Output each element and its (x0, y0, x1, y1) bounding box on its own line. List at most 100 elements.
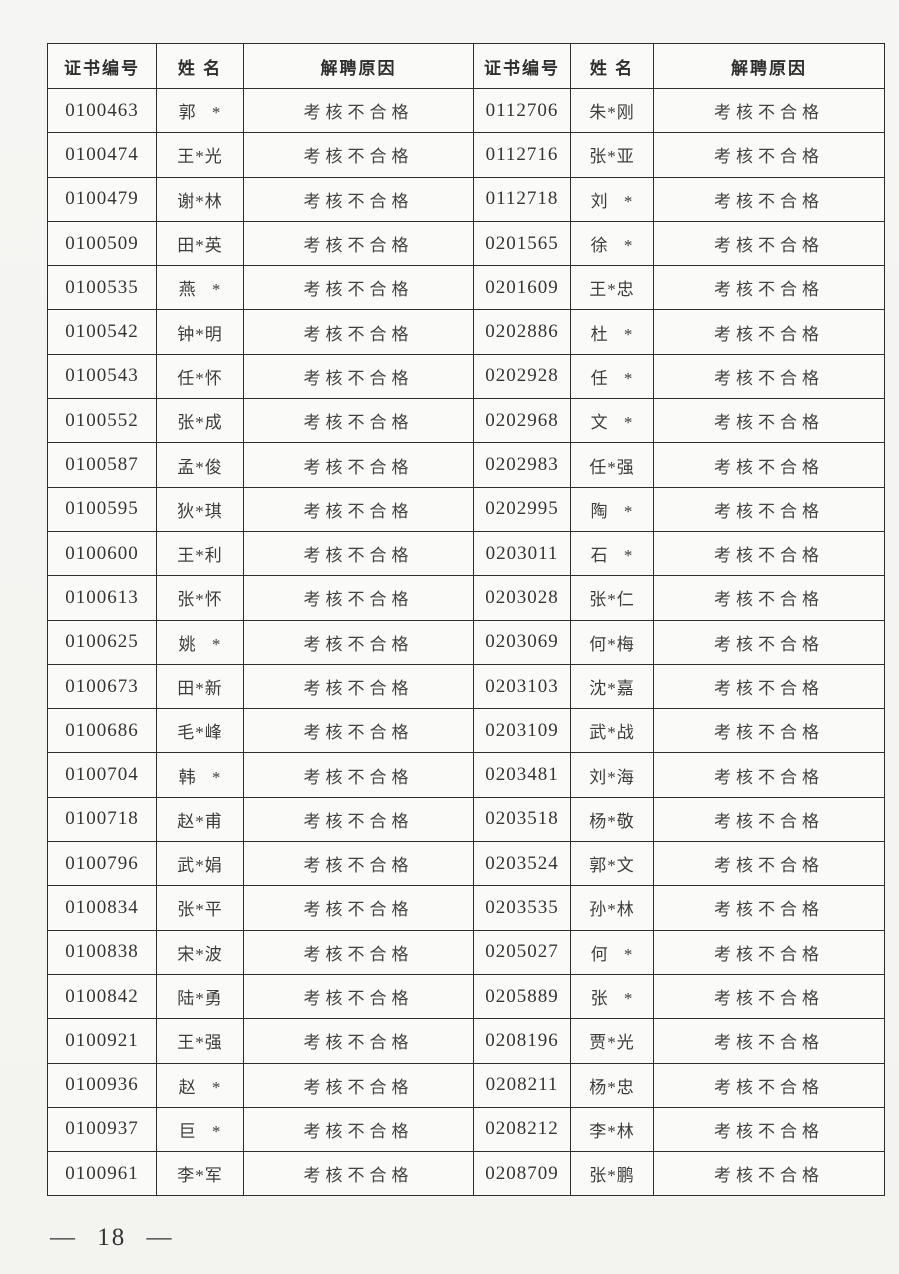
name-cell: 王*光 (156, 132, 244, 178)
name-cell: 贾*光 (570, 1018, 654, 1064)
reason-cell: 考核不合格 (653, 353, 885, 400)
table-header: 证书编号姓 名解聘原因 证书编号姓 名解聘原因 (47, 43, 885, 89)
reason-cell: 考核不合格 (243, 353, 474, 400)
name-cell: 毛*峰 (156, 708, 244, 754)
table-row: 0100587 孟*俊 考核不合格 0202983 任*强 考核不合格 (47, 442, 885, 488)
name-cell: 赵*甫 (156, 796, 244, 843)
cert-no-cell: 0208709 (473, 1151, 571, 1197)
name-cell: 武*娟 (156, 841, 244, 887)
cert-no-cell: 0100961 (47, 1151, 157, 1197)
reason-cell: 考核不合格 (653, 265, 885, 311)
table-row: 0100535 燕 * 考核不合格 0201609 王*忠 考核不合格 (47, 265, 885, 311)
cert-no-cell: 0205889 (473, 973, 571, 1020)
name-cell: 张*亚 (570, 132, 654, 178)
reason-cell: 考核不合格 (653, 176, 885, 222)
name-cell: 何*梅 (570, 619, 654, 665)
cert-no-cell: 0100474 (47, 132, 157, 178)
reason-cell: 考核不合格 (243, 486, 474, 532)
name-cell: 杨*敬 (570, 796, 654, 843)
table-row: 0100673 田*新 考核不合格 0203103 沈*嘉 考核不合格 (47, 663, 885, 710)
name-cell: 燕 * (156, 265, 244, 311)
reason-cell: 考核不合格 (653, 796, 885, 843)
cert-no-cell: 0100704 (47, 752, 157, 798)
name-cell: 赵 * (156, 1062, 244, 1108)
reason-cell: 考核不合格 (653, 309, 885, 355)
table-row: 0100834 张*平 考核不合格 0203535 孙*林 考核不合格 (47, 885, 885, 931)
table-row: 0100718 赵*甫 考核不合格 0203518 杨*敬 考核不合格 (47, 796, 885, 843)
cert-no-cell: 0201565 (473, 220, 571, 267)
name-cell: 张*鹏 (570, 1151, 654, 1197)
name-cell: 杨*忠 (570, 1062, 654, 1108)
name-cell: 田*英 (156, 220, 244, 267)
reason-cell: 考核不合格 (653, 752, 885, 798)
name-cell: 任 * (570, 353, 654, 400)
reason-cell: 考核不合格 (243, 530, 474, 577)
name-header: 姓 名 (156, 43, 244, 89)
name-cell: 巨 * (156, 1106, 244, 1153)
cert-no-cell: 0203069 (473, 619, 571, 665)
table-row: 0100796 武*娟 考核不合格 0203524 郭*文 考核不合格 (47, 841, 885, 887)
cert-no-cell: 0202886 (473, 309, 571, 355)
name-cell: 郭 * (156, 87, 244, 134)
header-row: 证书编号姓 名解聘原因 证书编号姓 名解聘原因 (47, 43, 885, 89)
reason-cell: 考核不合格 (653, 708, 885, 754)
table-row: 0100479 谢*林 考核不合格 0112718 刘 * 考核不合格 (47, 176, 885, 222)
name-cell: 文 * (570, 398, 654, 444)
table-row: 0100936 赵 * 考核不合格 0208211 杨*忠 考核不合格 (47, 1062, 885, 1108)
table-row: 0100625 姚 * 考核不合格 0203069 何*梅 考核不合格 (47, 619, 885, 665)
cert-no-cell: 0112706 (473, 87, 571, 134)
cert-no-cell: 0203518 (473, 796, 571, 843)
cert-no-cell: 0203011 (473, 530, 571, 577)
cert-no-cell: 0100587 (47, 442, 157, 488)
cert-no-cell: 0203481 (473, 752, 571, 798)
reason-cell: 考核不合格 (653, 398, 885, 444)
reason-cell: 考核不合格 (653, 1062, 885, 1108)
name-cell: 刘 * (570, 176, 654, 222)
cert-no-cell: 0100613 (47, 575, 157, 621)
cert-no-cell: 0100686 (47, 708, 157, 754)
name-cell: 石 * (570, 530, 654, 577)
page-number: — 18 — (50, 1224, 174, 1251)
name-cell: 孟*俊 (156, 442, 244, 488)
reason-cell: 考核不合格 (653, 132, 885, 178)
reason-cell: 考核不合格 (243, 575, 474, 621)
reason-cell: 考核不合格 (243, 973, 474, 1020)
reason-cell: 考核不合格 (653, 929, 885, 975)
reason-cell: 考核不合格 (243, 1062, 474, 1108)
table-row: 0100552 张*成 考核不合格 0202968 文 * 考核不合格 (47, 398, 885, 444)
name-cell: 任*怀 (156, 353, 244, 400)
table-row: 0100961 李*军 考核不合格 0208709 张*鹏 考核不合格 (47, 1151, 885, 1197)
name-cell: 徐 * (570, 220, 654, 267)
table-row: 0100838 宋*波 考核不合格 0205027 何 * 考核不合格 (47, 929, 885, 975)
reason-cell: 考核不合格 (653, 1151, 885, 1197)
cert-no-header: 证书编号 (473, 43, 571, 89)
reason-cell: 考核不合格 (243, 220, 474, 267)
reason-cell: 考核不合格 (243, 442, 474, 488)
name-cell: 陶 * (570, 486, 654, 532)
name-header: 姓 名 (570, 43, 654, 89)
name-cell: 王*强 (156, 1018, 244, 1064)
cert-no-cell: 0208196 (473, 1018, 571, 1064)
cert-no-cell: 0100921 (47, 1018, 157, 1064)
reason-cell: 考核不合格 (653, 1018, 885, 1064)
name-cell: 李*林 (570, 1106, 654, 1153)
name-cell: 杜 * (570, 309, 654, 355)
table-row: 0100613 张*怀 考核不合格 0203028 张*仁 考核不合格 (47, 575, 885, 621)
cert-no-cell: 0208212 (473, 1106, 571, 1153)
cert-no-cell: 0100542 (47, 309, 157, 355)
name-cell: 谢*林 (156, 176, 244, 222)
cert-no-cell: 0112718 (473, 176, 571, 222)
name-cell: 王*忠 (570, 265, 654, 311)
name-cell: 张*怀 (156, 575, 244, 621)
name-cell: 李*军 (156, 1151, 244, 1197)
cert-no-cell: 0203028 (473, 575, 571, 621)
name-cell: 姚 * (156, 619, 244, 665)
reason-cell: 考核不合格 (243, 265, 474, 311)
reason-cell: 考核不合格 (243, 176, 474, 222)
name-cell: 钟*明 (156, 309, 244, 355)
reason-cell: 考核不合格 (653, 973, 885, 1020)
cert-no-cell: 0100463 (47, 87, 157, 134)
cert-no-cell: 0100535 (47, 265, 157, 311)
table-row: 0100543 任*怀 考核不合格 0202928 任 * 考核不合格 (47, 353, 885, 400)
